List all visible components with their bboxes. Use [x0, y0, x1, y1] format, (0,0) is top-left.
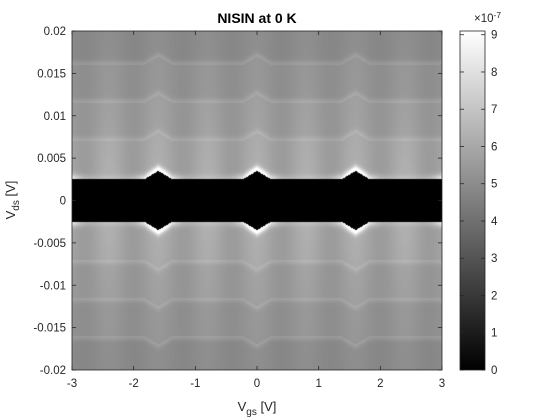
y-tick-label: -0.02 [40, 365, 66, 377]
colorbar-tick-label: 3 [491, 253, 497, 265]
colorbar: 0 1 2 3 4 5 6 7 8 9 ×10-7 [459, 10, 501, 377]
colorbar-tick-label: 2 [491, 290, 497, 302]
x-tick-label: 2 [377, 378, 383, 390]
colorbar-tick-label: 6 [491, 141, 497, 153]
x-tick-label: 0 [254, 378, 260, 390]
colorbar-tick-label: 7 [491, 104, 497, 116]
y-axis-label: Vds [V] [3, 181, 22, 220]
heatmap-image [72, 31, 442, 370]
x-tick-label: -1 [190, 378, 200, 390]
y-axis-label-main: V [3, 210, 18, 219]
y-axis-label-unit: [V] [3, 181, 18, 201]
y-tick-label: 0 [60, 196, 66, 208]
colorbar-tick-label: 0 [491, 365, 497, 377]
chart-title: NISIN at 0 K [217, 10, 296, 26]
y-axis: 0.02 0.015 0.01 0.005 0 -0.005 -0.01 -0.015 -0.0… [33, 26, 442, 377]
y-tick-label: -0.01 [40, 280, 66, 292]
y-tick-label: -0.005 [33, 238, 66, 250]
x-axis-label-main: V [238, 399, 247, 414]
colorbar-exponent: ×10-7 [474, 10, 501, 25]
colorbar-exponent-power: -7 [494, 10, 502, 20]
x-axis-label-unit: [V] [257, 399, 277, 414]
colorbar-tick-label: 4 [491, 216, 498, 228]
x-tick-label: 3 [439, 378, 445, 390]
heatmap [72, 31, 442, 370]
colorbar-bar [459, 30, 486, 371]
colorbar-ticks: 0 1 2 3 4 5 6 7 8 9 [460, 30, 498, 377]
x-tick-label: -3 [67, 378, 77, 390]
x-axis: -3 -2 -1 0 1 2 3 [67, 31, 445, 390]
colorbar-tick-label: 1 [491, 328, 497, 340]
x-axis-label-sub: gs [246, 407, 257, 418]
colorbar-tick-label: 9 [491, 30, 497, 42]
colorbar-exponent-base: ×10 [474, 13, 494, 25]
y-tick-label: -0.015 [33, 323, 66, 335]
y-tick-label: 0.02 [44, 26, 66, 38]
x-tick-label: 1 [315, 378, 321, 390]
colorbar-tick-label: 8 [491, 67, 497, 79]
colorbar-tick-label: 5 [491, 179, 497, 191]
x-axis-label: Vgs [V] [238, 399, 277, 418]
x-tick-label: -2 [129, 378, 139, 390]
y-tick-label: 0.015 [37, 68, 66, 80]
y-tick-label: 0.01 [44, 111, 66, 123]
y-axis-label-sub: ds [11, 200, 22, 211]
y-tick-label: 0.005 [37, 153, 66, 165]
